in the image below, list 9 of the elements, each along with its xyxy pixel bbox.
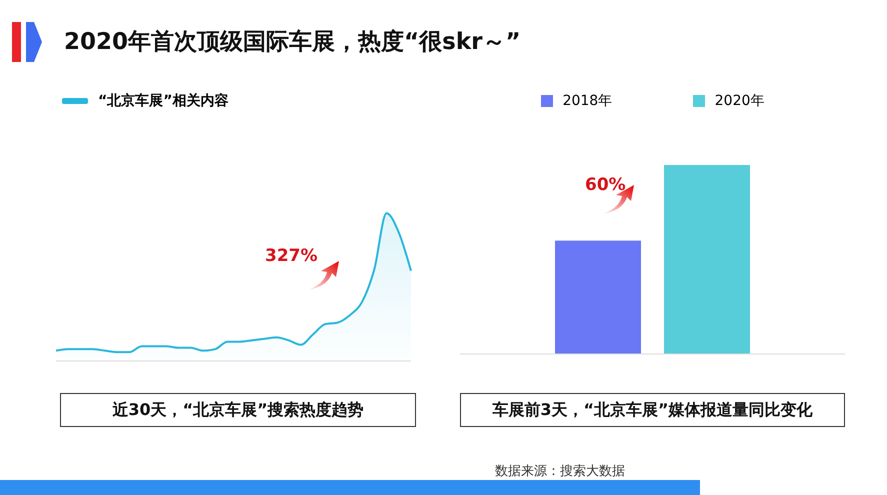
source-note: 数据来源：搜索大数据	[495, 463, 625, 480]
chart-title: 2020年首次顶级国际车展，热度“很skr～”	[64, 28, 521, 57]
legend-label: 2018年	[562, 92, 612, 110]
text: 近30天，“北京车展”搜索热度趋势	[60, 393, 416, 427]
text: 车展前3天，“北京车展”媒体报道量同比变化	[460, 393, 845, 427]
annotation: 60%	[585, 175, 626, 195]
annotation: 327%	[265, 246, 318, 266]
legend-label: 2020年	[714, 92, 764, 110]
legend-label: “北京车展”相关内容	[98, 92, 228, 110]
